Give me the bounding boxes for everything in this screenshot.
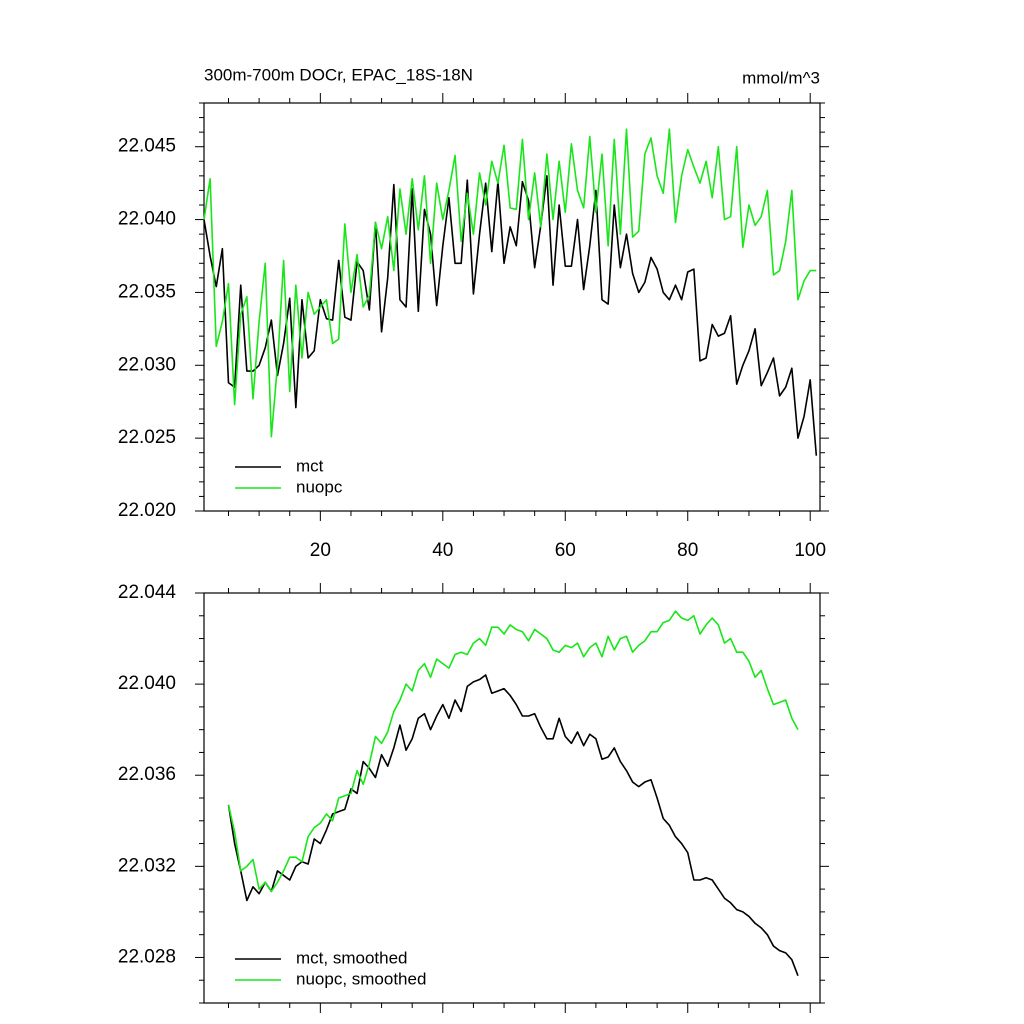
legend-label: nuopc	[296, 477, 343, 496]
y-tick-label: 22.028	[118, 946, 176, 967]
series-line	[227, 610, 799, 893]
legend-label: nuopc, smoothed	[296, 969, 426, 988]
y-tick-label: 22.044	[118, 582, 177, 603]
y-tick-label: 22.035	[118, 281, 176, 302]
x-tick-label: 20	[310, 540, 331, 561]
plot-0: mct nuopc	[203, 128, 818, 496]
y-tick-label: 22.030	[118, 354, 176, 375]
series-line	[203, 128, 817, 438]
y-tick-label: 22.020	[118, 500, 176, 521]
y-tick-label: 22.025	[118, 427, 176, 448]
plot-1: mct, smoothed nuopc, smoothed	[227, 610, 799, 988]
units-label: mmol/m^3	[742, 68, 820, 87]
y-tick-label: 22.040	[118, 673, 176, 694]
y-tick-label: 22.040	[118, 209, 176, 230]
plot-frame	[203, 102, 821, 512]
chart-title: 300m-700m DOCr, EPAC_18S-18N	[204, 65, 473, 84]
y-tick-label: 22.045	[118, 136, 176, 157]
x-tick-label: 80	[677, 540, 698, 561]
y-tick-label: 22.032	[118, 855, 176, 876]
series-line	[203, 175, 818, 456]
legend-label: mct	[296, 456, 324, 475]
y-tick-label: 22.036	[118, 764, 176, 785]
plot-frame	[203, 592, 821, 1004]
x-tick-label: 40	[432, 540, 453, 561]
x-tick-label: 100	[794, 540, 826, 561]
legend-label: mct, smoothed	[296, 948, 408, 967]
series-line	[227, 674, 799, 976]
x-tick-label: 60	[555, 540, 576, 561]
